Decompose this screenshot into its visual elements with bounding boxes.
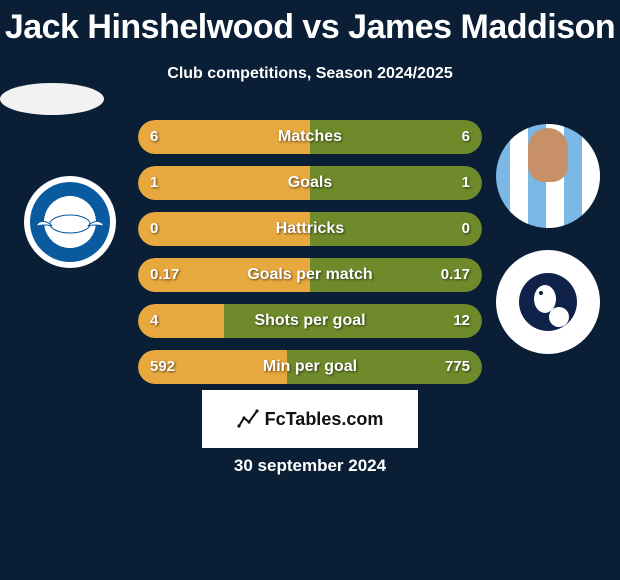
date-line: 30 september 2024 xyxy=(0,456,620,476)
stat-row: Hattricks0 0 xyxy=(138,212,482,246)
stat-value-left: 0.17 xyxy=(150,258,179,292)
stat-value-left: 4 xyxy=(150,304,158,338)
stat-label: Min per goal xyxy=(138,350,482,384)
player-right-avatar xyxy=(496,124,600,228)
stat-value-right: 0 xyxy=(462,212,470,246)
stat-value-left: 0 xyxy=(150,212,158,246)
stat-value-right: 6 xyxy=(462,120,470,154)
player-left-avatar xyxy=(0,83,104,115)
stat-value-right: 775 xyxy=(445,350,470,384)
stat-value-right: 1 xyxy=(462,166,470,200)
stat-row: Goals1 1 xyxy=(138,166,482,200)
watermark-text: FcTables.com xyxy=(265,409,384,430)
stat-value-left: 1 xyxy=(150,166,158,200)
stat-value-left: 592 xyxy=(150,350,175,384)
stat-row: Shots per goal4 12 xyxy=(138,304,482,338)
chart-icon xyxy=(237,408,259,430)
stat-value-left: 6 xyxy=(150,120,158,154)
seagull-icon xyxy=(30,182,110,262)
club-right-badge xyxy=(496,250,600,354)
stat-value-right: 0.17 xyxy=(441,258,470,292)
stat-label: Goals xyxy=(138,166,482,200)
stat-label: Hattricks xyxy=(138,212,482,246)
watermark: FcTables.com xyxy=(202,390,418,448)
stat-label: Matches xyxy=(138,120,482,154)
stat-row: Min per goal592 775 xyxy=(138,350,482,384)
stat-row: Goals per match0.17 0.17 xyxy=(138,258,482,292)
cockerel-icon xyxy=(519,273,577,331)
club-left-badge xyxy=(24,176,116,268)
stat-label: Goals per match xyxy=(138,258,482,292)
subtitle: Club competitions, Season 2024/2025 xyxy=(0,65,620,83)
page-title: Jack Hinshelwood vs James Maddison xyxy=(0,0,620,47)
stat-value-right: 12 xyxy=(453,304,470,338)
stat-row: Matches6 6 xyxy=(138,120,482,154)
stat-label: Shots per goal xyxy=(138,304,482,338)
